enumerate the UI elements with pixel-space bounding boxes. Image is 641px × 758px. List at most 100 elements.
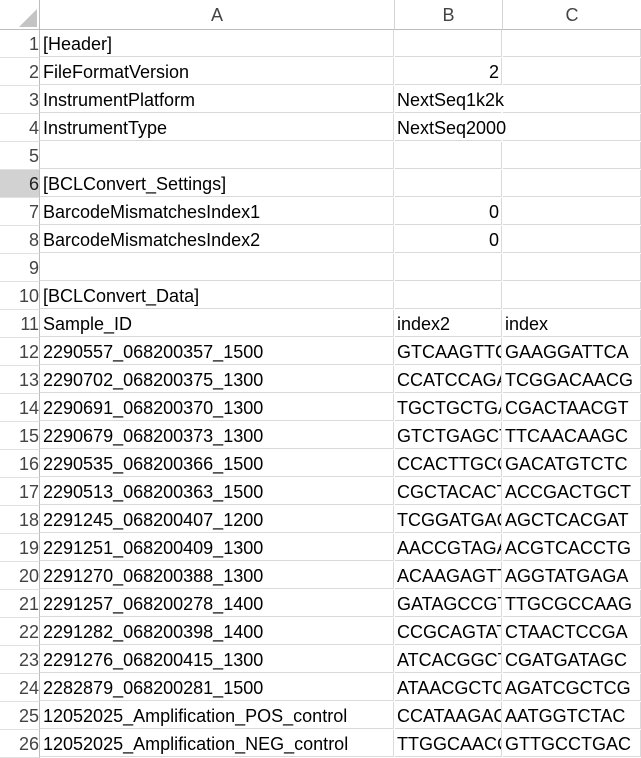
cell-c[interactable]: CGATGATAGC [503, 646, 641, 673]
row-header[interactable]: 18 [0, 506, 40, 534]
cell-b[interactable]: 0 [395, 198, 502, 225]
cell-b[interactable]: GTCAAGTTCT [395, 338, 502, 365]
cell-c[interactable]: CTAACTCCGA [503, 618, 641, 645]
cell-c[interactable]: index [503, 310, 641, 337]
row-header[interactable]: 22 [0, 618, 40, 646]
cell-a[interactable]: 2290513_068200363_1500 [40, 478, 394, 505]
cell-b[interactable]: index2 [395, 310, 502, 337]
cell-b[interactable] [395, 30, 502, 57]
row-header[interactable]: 6 [0, 170, 40, 198]
cell-a[interactable]: [BCLConvert_Settings] [40, 170, 394, 197]
cell-c[interactable]: ACCGACTGCT [503, 478, 641, 505]
cell-b[interactable]: CCACTTGCCG [395, 450, 502, 477]
cell-b[interactable] [395, 254, 502, 281]
cell-c[interactable]: TTGCGCCAAG [503, 590, 641, 617]
cell-a[interactable]: 2290535_068200366_1500 [40, 450, 394, 477]
row-header[interactable]: 25 [0, 702, 40, 730]
row-header[interactable]: 1 [0, 30, 40, 58]
row-header[interactable]: 10 [0, 282, 40, 310]
row-header[interactable]: 3 [0, 86, 40, 114]
cell-b[interactable]: GATAGCCGTT [395, 590, 502, 617]
cell-b[interactable]: CGCTACACTA [395, 478, 502, 505]
cell-b[interactable]: ATCACGGCTC [395, 646, 502, 673]
cell-a[interactable]: InstrumentType [40, 114, 394, 141]
row-header[interactable]: 7 [0, 198, 40, 226]
cell-a[interactable]: 2291245_068200407_1200 [40, 506, 394, 533]
cell-a[interactable]: 2291257_068200278_1400 [40, 590, 394, 617]
row-header[interactable]: 24 [0, 674, 40, 702]
cell-c[interactable] [503, 170, 641, 197]
cell-b[interactable] [395, 170, 502, 197]
cell-c[interactable] [503, 198, 641, 225]
column-header-a[interactable]: A [40, 0, 395, 30]
row-header[interactable]: 2 [0, 58, 40, 86]
cell-a[interactable]: Sample_ID [40, 310, 394, 337]
cell-b[interactable]: AACCGTAGAC [395, 534, 502, 561]
row-header[interactable]: 23 [0, 646, 40, 674]
cell-b[interactable]: CCGCAGTATC [395, 618, 502, 645]
row-header[interactable]: 19 [0, 534, 40, 562]
cell-c[interactable]: TCGGACAACG [503, 366, 641, 393]
cell-a[interactable]: 2290691_068200370_1300 [40, 394, 394, 421]
cell-b[interactable] [395, 282, 502, 309]
cell-c[interactable]: CGACTAACGT [503, 394, 641, 421]
cell-a[interactable]: 12052025_Amplification_NEG_control [40, 730, 394, 757]
cell-a[interactable]: 2291270_068200388_1300 [40, 562, 394, 589]
cell-c[interactable] [503, 86, 641, 113]
cell-a[interactable]: [BCLConvert_Data] [40, 282, 394, 309]
row-header[interactable]: 17 [0, 478, 40, 506]
cell-c[interactable]: AGATCGCTCG [503, 674, 641, 701]
cell-b[interactable]: NextSeq2000 [395, 114, 506, 141]
cell-c[interactable]: GACATGTCTC [503, 450, 641, 477]
select-all-corner[interactable] [0, 0, 40, 30]
cell-a[interactable]: 2290679_068200373_1300 [40, 422, 394, 449]
cell-b[interactable]: GTCTGAGCTT [395, 422, 502, 449]
cell-a[interactable]: BarcodeMismatchesIndex2 [40, 226, 394, 253]
row-header[interactable]: 20 [0, 562, 40, 590]
cell-a[interactable] [40, 142, 394, 169]
cell-a[interactable]: 2291276_068200415_1300 [40, 646, 394, 673]
cell-c[interactable] [503, 226, 641, 253]
cell-c[interactable]: GTTGCCTGAC [503, 730, 641, 757]
cell-c[interactable]: ACGTCACCTG [503, 534, 641, 561]
row-header[interactable]: 11 [0, 310, 40, 338]
cell-a[interactable]: InstrumentPlatform [40, 86, 394, 113]
row-header[interactable]: 14 [0, 394, 40, 422]
cell-a[interactable]: 2290702_068200375_1300 [40, 366, 394, 393]
cell-b[interactable]: CCATCCAGAT [395, 366, 502, 393]
cell-a[interactable]: 2290557_068200357_1500 [40, 338, 394, 365]
column-header-c[interactable]: C [503, 0, 641, 30]
row-header[interactable]: 26 [0, 730, 40, 758]
cell-c[interactable]: AATGGTCTAC [503, 702, 641, 729]
row-header[interactable]: 8 [0, 226, 40, 254]
cell-b[interactable]: TGCTGCTGAC [395, 394, 502, 421]
cell-b[interactable]: TCGGATGAGA [395, 506, 502, 533]
cell-c[interactable] [503, 58, 641, 85]
cell-c[interactable]: TTCAACAAGC [503, 422, 641, 449]
cell-c[interactable] [503, 142, 641, 169]
cell-b[interactable]: 2 [395, 58, 502, 85]
row-header[interactable]: 16 [0, 450, 40, 478]
cell-c[interactable] [503, 114, 641, 141]
row-header[interactable]: 21 [0, 590, 40, 618]
cell-c[interactable] [503, 30, 641, 57]
cell-a[interactable]: [Header] [40, 30, 394, 57]
cell-c[interactable] [503, 282, 641, 309]
cell-a[interactable]: BarcodeMismatchesIndex1 [40, 198, 394, 225]
row-header[interactable]: 5 [0, 142, 40, 170]
cell-a[interactable] [40, 254, 394, 281]
cell-b[interactable]: CCATAAGACA [395, 702, 502, 729]
cell-b[interactable]: TTGGCAACCG [395, 730, 502, 757]
cell-c[interactable]: AGCTCACGAT [503, 506, 641, 533]
cell-c[interactable]: GAAGGATTCA [503, 338, 641, 365]
cell-c[interactable]: AGGTATGAGA [503, 562, 641, 589]
cell-b[interactable]: NextSeq1k2k [395, 86, 504, 113]
cell-a[interactable]: 2282879_068200281_1500 [40, 674, 394, 701]
cell-a[interactable]: FileFormatVersion [40, 58, 394, 85]
column-header-b[interactable]: B [395, 0, 503, 30]
cell-b[interactable] [395, 142, 502, 169]
cell-a[interactable]: 2291282_068200398_1400 [40, 618, 394, 645]
row-header[interactable]: 13 [0, 366, 40, 394]
row-header[interactable]: 15 [0, 422, 40, 450]
cell-c[interactable] [503, 254, 641, 281]
